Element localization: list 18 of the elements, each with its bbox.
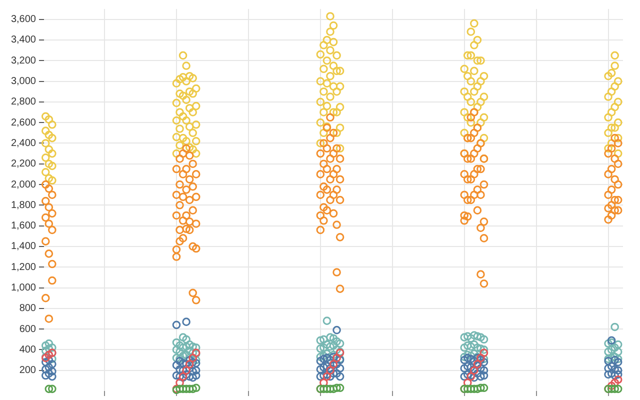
y-tick-label: 3,400 xyxy=(10,34,36,46)
y-tick-label: 3,200 xyxy=(10,55,36,66)
y-tick-label: 1,800 xyxy=(10,200,36,211)
y-tick-label: 2,400 xyxy=(10,138,36,149)
y-tick-label: 2,000 xyxy=(10,179,36,190)
y-tick-label: 2,800 xyxy=(10,96,36,108)
y-tick-label: 2,200 xyxy=(10,158,36,170)
y-tick-label: 1,200 xyxy=(10,262,36,273)
y-tick-label: 1,600 xyxy=(10,220,36,232)
y-tick-label: 400 xyxy=(19,344,36,356)
y-tick-label: 600 xyxy=(19,324,36,335)
y-tick-label: 800 xyxy=(19,303,36,314)
y-tick-label: 1,000 xyxy=(10,282,36,294)
y-tick-label: 2,600 xyxy=(10,117,36,128)
y-tick-label: 3,600 xyxy=(10,14,36,26)
y-tick-label: 1,400 xyxy=(10,241,36,252)
y-tick-label: 200 xyxy=(19,365,36,376)
y-tick-label: 3,000 xyxy=(10,76,36,88)
